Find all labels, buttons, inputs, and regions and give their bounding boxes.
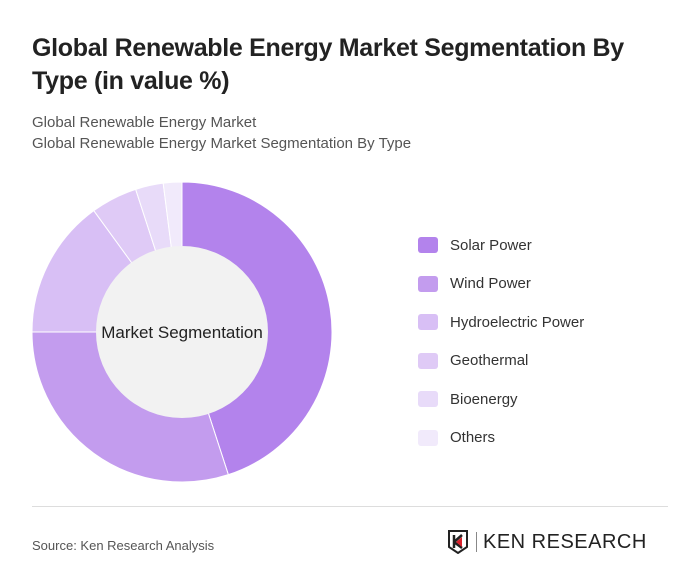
legend-label: Others [450, 429, 496, 447]
donut-chart: Market Segmentation [31, 181, 333, 483]
legend-swatch [418, 275, 438, 292]
ken-research-logo: KEN RESEARCH [448, 530, 647, 554]
legend-swatch [418, 314, 438, 331]
legend-item: Others [418, 419, 584, 458]
legend-label: Geothermal [450, 352, 529, 370]
legend-item: Solar Power [418, 226, 584, 265]
legend-item: Geothermal [418, 342, 584, 381]
legend: Solar Power Wind Power Hydroelectric Power… [418, 226, 584, 457]
legend-label: Wind Power [450, 275, 531, 293]
legend-swatch [418, 352, 438, 369]
source-note: Source: Ken Research Analysis [32, 538, 215, 553]
legend-label: Bioenergy [450, 390, 518, 408]
legend-item: Wind Power [418, 265, 584, 304]
chart-title: Global Renewable Energy Market Segmentat… [32, 34, 624, 95]
donut-center [96, 246, 268, 418]
legend-swatch [418, 237, 438, 254]
legend-swatch [418, 391, 438, 408]
legend-item: Bioenergy [418, 380, 584, 419]
legend-label: Solar Power [450, 236, 532, 254]
subtitle-2: Global Renewable Energy Market Segmentat… [32, 135, 412, 152]
logo-shield-icon [448, 530, 468, 554]
divider [32, 506, 668, 507]
center-label: Market Segmentation [101, 323, 263, 342]
legend-item: Hydroelectric Power [418, 303, 584, 342]
subtitle-1: Global Renewable Energy Market [32, 114, 257, 131]
legend-label: Hydroelectric Power [450, 313, 585, 331]
legend-swatch [418, 429, 438, 446]
logo-text: KEN RESEARCH [476, 532, 647, 552]
